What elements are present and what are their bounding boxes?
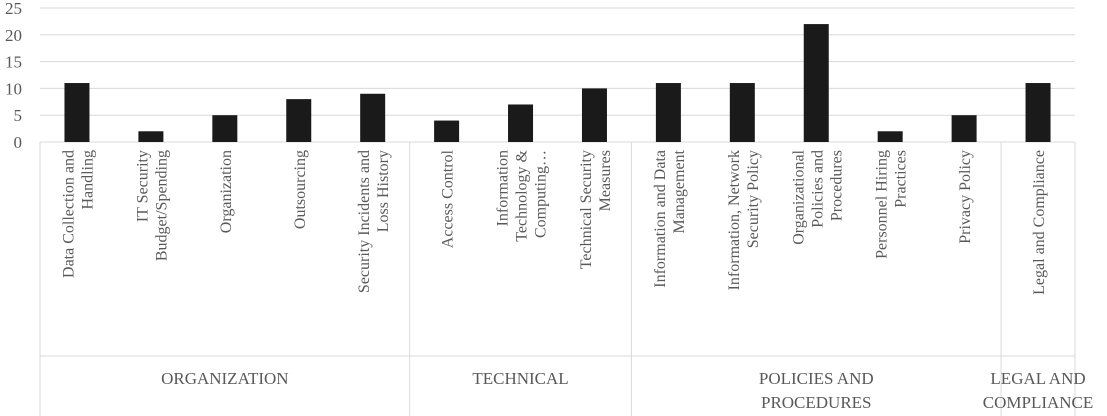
category-label-line: Security Incidents and <box>356 150 373 293</box>
category-label-line: Handling <box>79 150 96 210</box>
category-label: Outsourcing <box>292 150 309 229</box>
category-label: Data Collection and Handling <box>60 150 96 278</box>
group-label: TECHNICAL <box>472 369 568 388</box>
category-label-line: Legal and Compliance <box>1031 150 1048 295</box>
group-label-line: COMPLIANCE <box>983 393 1094 412</box>
category-label: Legal and Compliance <box>1031 150 1048 295</box>
bar <box>655 83 681 142</box>
category-label: IT Security Budget/Spending <box>134 150 170 261</box>
group-label: LEGAL AND COMPLIANCE <box>983 369 1094 412</box>
bar <box>212 115 238 142</box>
category-label-line: Data Collection and <box>60 150 77 278</box>
category-label-line: Access Control <box>440 149 457 248</box>
category-label-line: Privacy Policy <box>957 150 974 244</box>
category-label: Information, Network Security Policy <box>726 150 762 290</box>
category-label-line: Technology & <box>514 149 531 241</box>
y-tick-label: 20 <box>5 26 22 45</box>
category-label: Technical Security Measures <box>578 150 614 269</box>
category-label-line: Information and Data <box>652 150 669 288</box>
category-label-line: Information, Network <box>726 150 743 290</box>
group-label-line: POLICIES AND <box>759 369 874 388</box>
group-label-line: LEGAL AND <box>990 369 1085 388</box>
group-label: POLICIES AND PROCEDURES <box>759 369 874 412</box>
y-tick-label: 10 <box>5 79 22 98</box>
category-label-line: Procedures <box>828 150 845 221</box>
category-label: Personnel Hiring Practices <box>874 150 910 259</box>
y-tick-label: 0 <box>14 133 23 152</box>
bar <box>434 120 460 142</box>
category-label-line: Organization <box>218 150 235 233</box>
y-tick-label: 25 <box>5 0 22 18</box>
category-label-line: Policies and <box>809 150 826 228</box>
group-label-line: PROCEDURES <box>761 393 872 412</box>
bar <box>581 88 607 142</box>
category-label-line: Organizational <box>790 149 807 244</box>
category-label-line: Management <box>671 149 688 233</box>
category-label-line: Measures <box>597 150 614 211</box>
group-label: ORGANIZATION <box>161 369 288 388</box>
y-tick-label: 5 <box>14 106 23 125</box>
bar <box>360 93 386 142</box>
category-label-line: Loss History <box>375 150 392 232</box>
category-label: Security Incidents and Loss History <box>356 150 392 293</box>
bar <box>951 115 977 142</box>
category-label-line: Information <box>495 150 512 226</box>
category-label-line: Personnel Hiring <box>874 150 891 259</box>
category-label: Access Control <box>440 149 457 248</box>
category-label-line: IT Security <box>134 150 151 222</box>
category-label-line: Practices <box>893 150 910 208</box>
category-label: Privacy Policy <box>957 150 974 244</box>
category-label-line: Budget/Spending <box>153 150 170 261</box>
category-label-line: Security Policy <box>745 150 762 248</box>
bar <box>1025 83 1051 142</box>
group-label-line: TECHNICAL <box>472 369 568 388</box>
y-tick-label: 15 <box>5 53 22 72</box>
category-label-line: Computing… <box>533 150 550 238</box>
bar <box>508 104 534 142</box>
bar <box>803 24 829 142</box>
category-label-line: Technical Security <box>578 150 595 269</box>
category-label-line: Outsourcing <box>292 150 309 229</box>
category-label: Organization <box>218 150 235 233</box>
bar <box>729 83 755 142</box>
category-label: Information and Data Management <box>652 149 688 287</box>
bar <box>877 131 903 142</box>
category-label: Information Technology & Computing… <box>495 149 550 241</box>
category-label: Organizational Policies and Procedures <box>790 149 845 244</box>
bar <box>286 99 312 142</box>
group-label-line: ORGANIZATION <box>161 369 288 388</box>
bar <box>64 83 90 142</box>
bar <box>138 131 164 142</box>
